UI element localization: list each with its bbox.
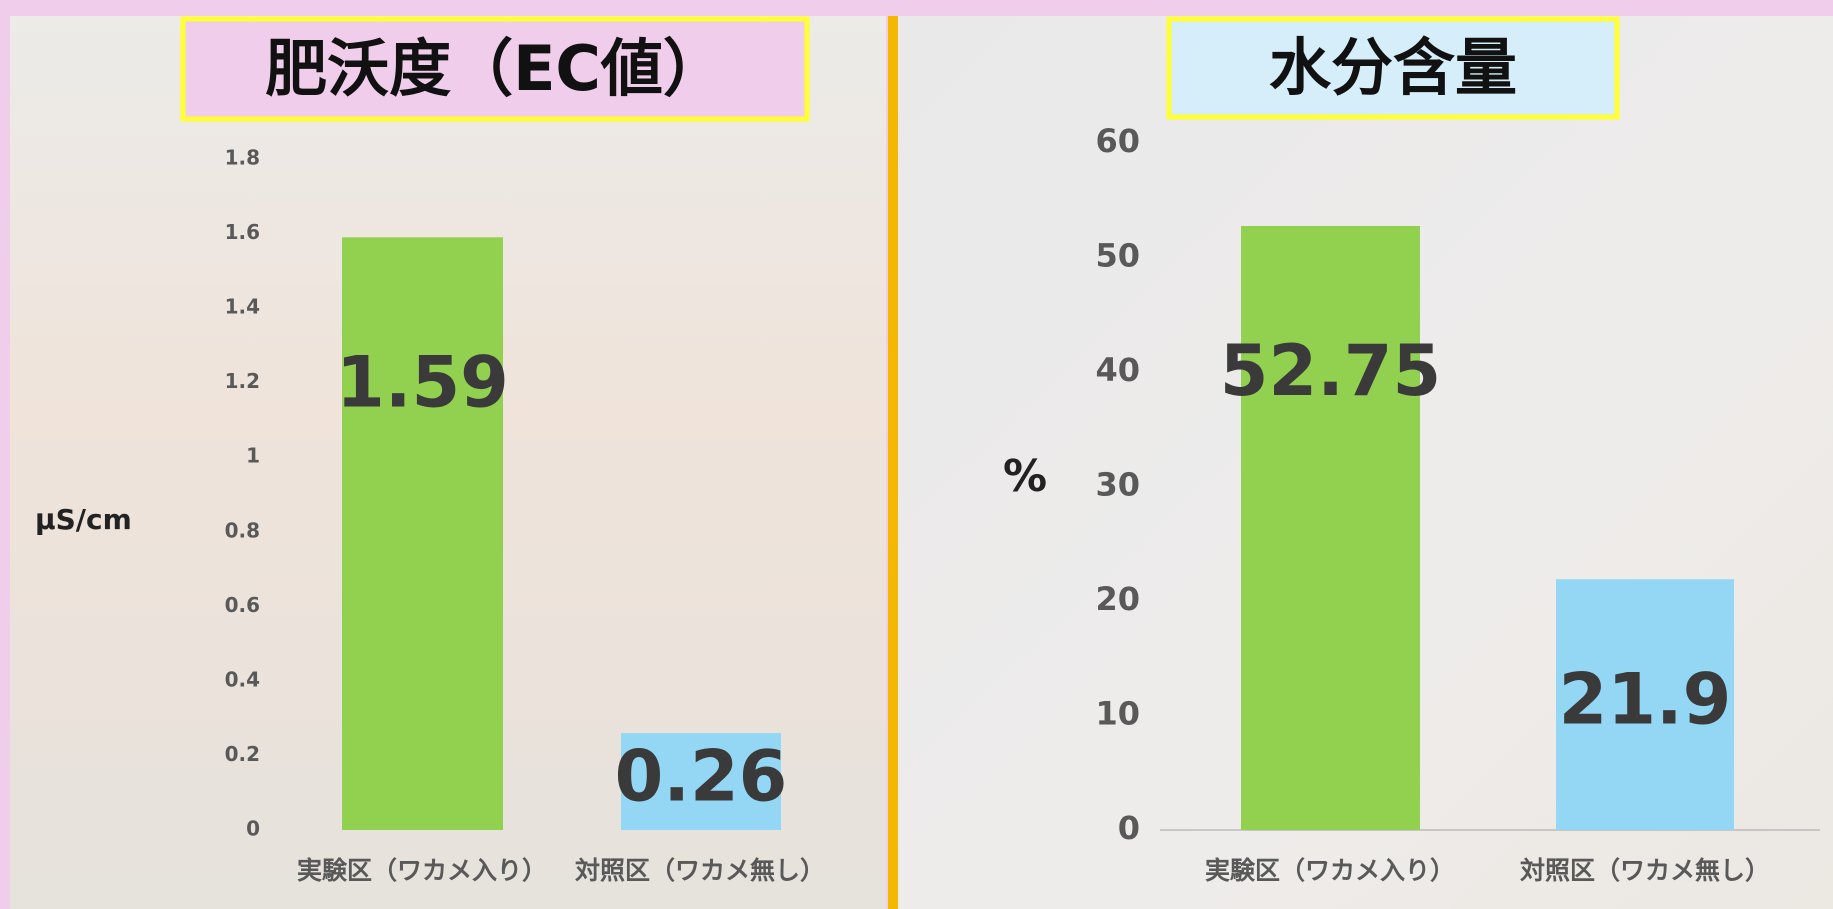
- data-label: 0.26: [615, 736, 788, 818]
- y-tick-label: 1.4: [225, 295, 260, 319]
- x-tick-label: 実験区（ワカメ入り）: [297, 856, 547, 885]
- page: 肥沃度（EC値） μS/cm 0 0.2 0.4 0.6 0.8 1 1.2 1.4 1.6 1.8 実…: [0, 0, 1833, 909]
- y-tick-label: 0.6: [225, 593, 260, 617]
- y-axis-label: μS/cm: [35, 503, 132, 536]
- bar: [1241, 226, 1420, 830]
- y-tick-label: 30: [1095, 466, 1140, 504]
- y-tick-label: 60: [1095, 122, 1140, 160]
- y-tick-label: 0.8: [225, 518, 260, 542]
- y-tick-label: 50: [1095, 237, 1140, 275]
- divider: [888, 16, 898, 909]
- x-tick-label: 実験区（ワカメ入り）: [1205, 856, 1455, 885]
- data-label: 52.75: [1220, 330, 1441, 412]
- bar: [342, 237, 503, 830]
- x-tick-label: 対照区（ワカメ無し）: [1520, 856, 1770, 885]
- y-tick-label: 1.8: [225, 146, 260, 170]
- y-tick-label: 10: [1095, 695, 1140, 733]
- y-tick-label: 0: [246, 817, 260, 841]
- y-tick-label: 0: [1118, 809, 1140, 847]
- y-tick-label: 1.6: [225, 220, 260, 244]
- y-tick-label: 1.2: [225, 369, 260, 393]
- y-tick-label: 20: [1095, 580, 1140, 618]
- y-tick-label: 1: [246, 444, 260, 468]
- chart-title: 水分含量: [1269, 31, 1517, 104]
- x-tick-label: 対照区（ワカメ無し）: [575, 856, 825, 885]
- y-tick-label: 0.2: [225, 742, 260, 766]
- y-axis-label: %: [1003, 451, 1047, 502]
- data-label: 21.9: [1559, 659, 1732, 741]
- data-label: 1.59: [336, 341, 509, 423]
- y-tick-label: 40: [1095, 351, 1140, 389]
- y-tick-label: 0.4: [225, 667, 260, 691]
- chart-title: 肥沃度（EC値）: [265, 32, 725, 105]
